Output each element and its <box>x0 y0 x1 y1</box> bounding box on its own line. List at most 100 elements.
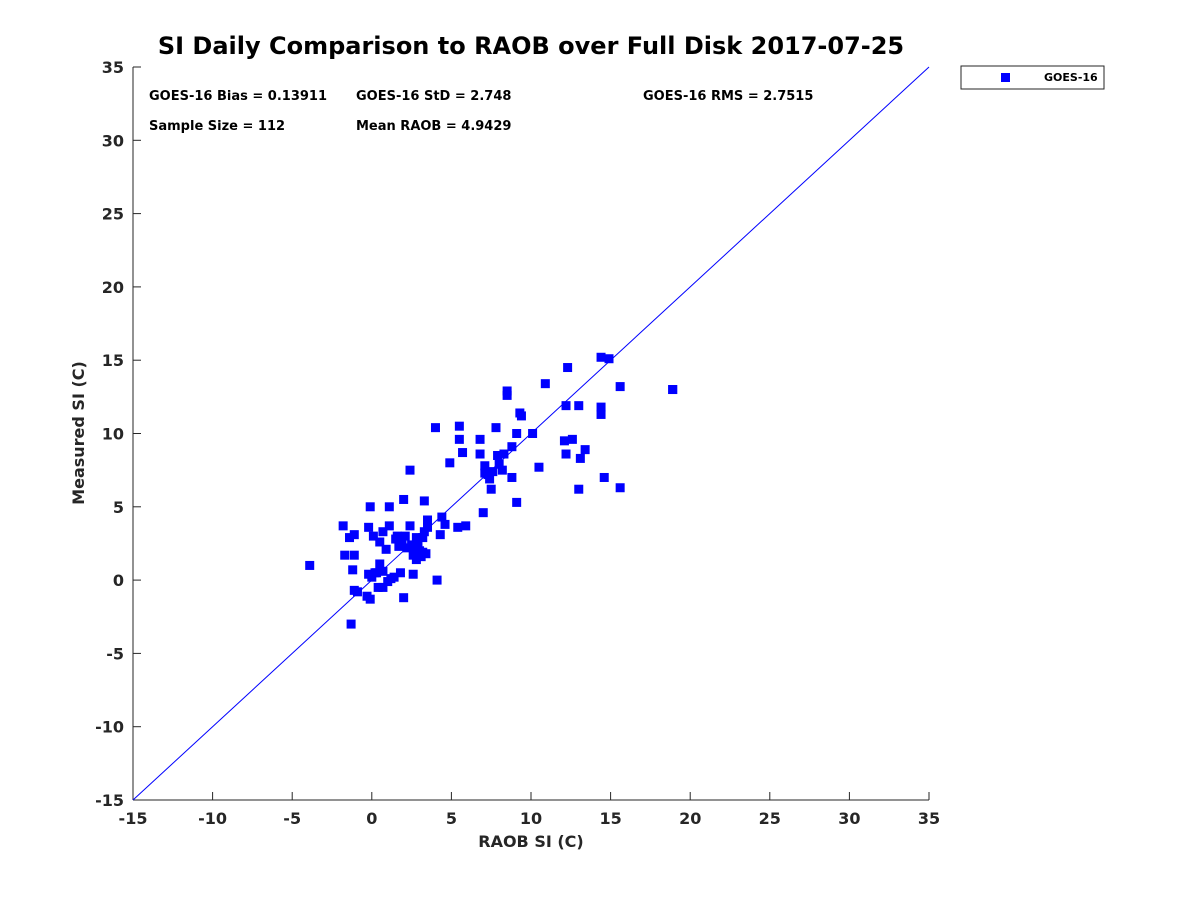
data-point <box>458 448 468 458</box>
y-tick-label: 0 <box>113 571 124 590</box>
data-point <box>480 461 490 471</box>
data-point <box>349 530 359 540</box>
y-tick-label: -15 <box>95 791 124 810</box>
x-tick-label: -5 <box>283 809 301 828</box>
x-axis-ticks: -15 -10 -5 0 5 10 15 20 25 30 35 <box>119 792 940 828</box>
data-point <box>384 521 394 531</box>
data-point <box>494 459 504 469</box>
y-tick-label: -10 <box>95 718 124 737</box>
data-point <box>378 527 388 537</box>
data-point <box>499 449 509 459</box>
data-point <box>365 594 375 604</box>
data-point <box>604 354 614 364</box>
data-point <box>392 531 402 541</box>
data-point <box>305 560 315 570</box>
data-point <box>437 512 447 522</box>
data-point <box>599 472 609 482</box>
data-point <box>493 450 503 460</box>
data-point <box>580 445 590 455</box>
data-point <box>378 566 388 576</box>
data-point <box>397 537 407 547</box>
x-tick-label: 5 <box>446 809 457 828</box>
data-point <box>528 429 538 438</box>
stat-rms: GOES-16 RMS = 2.7515 <box>643 89 813 104</box>
data-point <box>561 449 571 459</box>
data-point <box>574 484 584 494</box>
x-tick-label: 10 <box>520 809 542 828</box>
x-tick-label: 15 <box>599 809 621 828</box>
data-point <box>352 587 362 597</box>
x-tick-label: 20 <box>679 809 701 828</box>
data-point <box>596 402 606 412</box>
data-point <box>507 472 517 482</box>
x-tick-label: -15 <box>119 809 148 828</box>
data-point <box>364 522 374 532</box>
data-point <box>365 502 375 512</box>
x-tick-label: 0 <box>366 809 377 828</box>
x-tick-label: 35 <box>918 809 940 828</box>
data-point <box>395 568 405 578</box>
data-point <box>516 411 526 421</box>
data-point <box>399 593 409 603</box>
data-point <box>615 483 625 493</box>
data-point <box>596 352 606 362</box>
stats-annotations: GOES-16 Bias = 0.13911 GOES-16 StD = 2.7… <box>149 89 813 134</box>
data-point <box>486 484 496 494</box>
data-point <box>432 575 442 585</box>
data-point <box>381 544 391 554</box>
data-point <box>373 582 383 592</box>
data-point <box>478 508 488 518</box>
data-point <box>411 533 421 543</box>
data-point <box>340 550 350 560</box>
y-axis-label: Measured SI (C) <box>69 361 88 505</box>
data-point <box>375 537 385 547</box>
data-point <box>384 502 394 512</box>
data-point <box>475 449 485 459</box>
data-point <box>338 521 348 531</box>
legend-box <box>960 65 1105 90</box>
data-point <box>512 429 522 438</box>
y-tick-label: 30 <box>102 131 124 150</box>
data-point <box>405 521 415 531</box>
data-point <box>445 458 455 468</box>
data-point <box>423 515 433 525</box>
data-point <box>540 379 550 389</box>
data-point <box>512 497 522 507</box>
data-point <box>345 533 355 543</box>
y-tick-label: 35 <box>102 58 124 77</box>
data-point <box>563 363 573 373</box>
data-point <box>497 465 507 475</box>
y-tick-label: 20 <box>102 278 124 297</box>
data-point <box>567 434 577 444</box>
data-point <box>418 533 428 543</box>
y-axis-ticks: -15 -10 -5 0 5 10 15 20 25 30 35 <box>95 58 141 810</box>
data-point <box>575 453 585 463</box>
chart-title: SI Daily Comparison to RAOB over Full Di… <box>158 32 904 60</box>
y-tick-label: 10 <box>102 425 124 444</box>
data-point <box>488 467 498 477</box>
data-point <box>461 521 471 531</box>
data-point <box>440 519 450 529</box>
data-point <box>349 550 359 560</box>
data-point <box>454 421 464 431</box>
x-tick-label: -10 <box>198 809 227 828</box>
x-axis-label: RAOB SI (C) <box>478 832 583 851</box>
data-point <box>435 530 445 540</box>
data-point <box>411 555 421 565</box>
x-tick-label: 30 <box>838 809 860 828</box>
data-point <box>561 401 571 411</box>
data-point <box>372 568 382 578</box>
data-point <box>378 582 388 592</box>
data-point <box>453 522 463 532</box>
data-point <box>421 549 431 559</box>
data-point <box>491 423 501 433</box>
data-point <box>502 390 512 400</box>
stat-bias: GOES-16 Bias = 0.13911 <box>149 89 327 104</box>
data-point <box>348 565 358 575</box>
data-point <box>534 462 544 472</box>
data-point <box>574 401 584 411</box>
data-point <box>423 522 433 532</box>
data-point <box>454 434 464 444</box>
stat-std: GOES-16 StD = 2.748 <box>356 89 511 104</box>
